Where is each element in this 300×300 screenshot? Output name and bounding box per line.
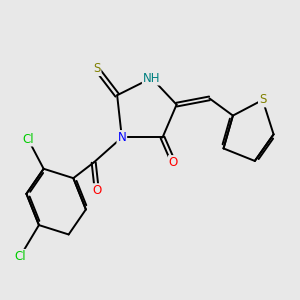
Text: N: N xyxy=(118,131,126,144)
Text: NH: NH xyxy=(143,71,160,85)
Text: S: S xyxy=(93,62,100,75)
Text: Cl: Cl xyxy=(22,133,34,146)
Text: Cl: Cl xyxy=(14,250,26,263)
Text: S: S xyxy=(259,93,266,106)
Text: O: O xyxy=(169,156,178,169)
Text: O: O xyxy=(92,184,101,197)
